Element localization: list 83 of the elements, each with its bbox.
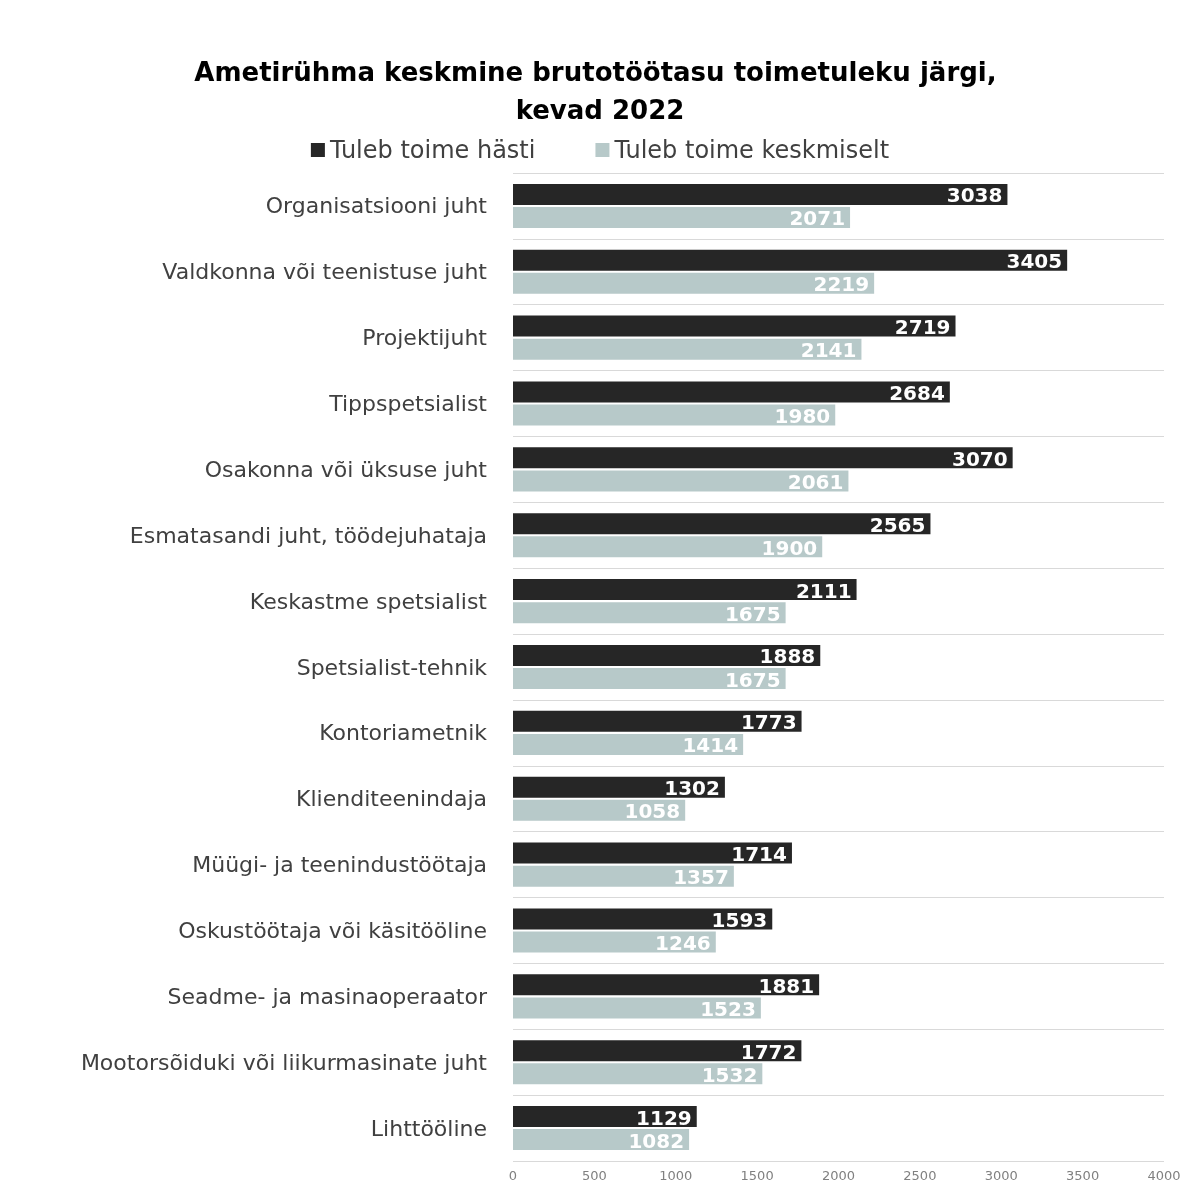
data-label: 1773: [740, 710, 797, 735]
data-label: 1082: [628, 1128, 685, 1153]
legend-label: Tuleb toime hästi: [328, 136, 536, 164]
x-tick-label: 3000: [984, 1168, 1018, 1183]
bar: [513, 974, 820, 996]
x-tick-label: 3500: [1066, 1168, 1100, 1183]
x-tick-label: 1000: [659, 1168, 693, 1183]
data-label: 2719: [894, 315, 951, 340]
y-tick-label: Osakonna või üksuse juht: [204, 456, 488, 482]
data-label: 1532: [701, 1062, 758, 1087]
data-label: 1058: [624, 799, 681, 824]
bar: [513, 447, 1013, 469]
data-label: 2071: [789, 206, 846, 231]
bar: [513, 668, 786, 690]
bar: [513, 513, 931, 535]
data-label: 1523: [700, 996, 756, 1021]
bar: [513, 536, 823, 558]
legend-label: Tuleb toime keskmiselt: [613, 136, 890, 164]
data-label: 1246: [655, 931, 711, 956]
y-tick-label: Oskustöötaja või käsitööline: [178, 917, 487, 943]
bar: [513, 579, 857, 601]
x-tick-label: 2000: [821, 1168, 856, 1183]
data-label: 1357: [673, 865, 729, 890]
data-label: 1414: [682, 733, 739, 758]
bar: [513, 1040, 802, 1062]
chart-title: Ametirühma keskmine brutotöötasu toimetuleku järgi, kevad 2022: [194, 57, 1006, 125]
bar: [513, 865, 734, 887]
y-tick-label: Mootorsõiduki või liikurmasinate juht: [80, 1049, 488, 1075]
bar: [513, 315, 956, 337]
data-label: 2061: [787, 469, 844, 494]
x-tick-label: 0: [508, 1168, 518, 1183]
bar: [513, 733, 744, 755]
y-tick-label: Klienditeenindaja: [296, 786, 487, 812]
y-tick-label: Projektijuht: [362, 325, 488, 351]
x-tick-label: 4000: [1147, 1168, 1181, 1183]
x-tick-label: 500: [581, 1168, 607, 1183]
data-label: 1980: [774, 404, 831, 429]
bar: [513, 710, 802, 732]
y-tick-label: Valdkonna või teenistuse juht: [162, 259, 488, 285]
y-tick-label: Lihttööline: [370, 1115, 487, 1141]
data-label: 3038: [946, 183, 1003, 208]
bar: [513, 776, 725, 798]
y-tick-label: Tippspetsialist: [328, 391, 488, 417]
bar: [513, 183, 1008, 205]
data-label: 3405: [1006, 249, 1063, 274]
data-label: 2565: [869, 512, 926, 537]
data-label: 1675: [724, 601, 781, 626]
y-tick-label: Organisatsiooni juht: [265, 193, 488, 219]
data-label: 1675: [724, 667, 781, 692]
bar: [513, 249, 1068, 271]
bar: [513, 602, 786, 624]
bar: [513, 842, 792, 864]
data-label: 1714: [731, 842, 787, 867]
data-label: 2684: [889, 380, 945, 405]
x-tick-label: 1500: [740, 1168, 774, 1183]
bar: [513, 381, 950, 403]
bar: [513, 908, 773, 930]
data-label: 2111: [795, 578, 852, 603]
bar: [513, 404, 836, 426]
y-tick-label: Seadme- ja masinaoperaator: [167, 983, 488, 1009]
data-label: 3070: [951, 446, 1008, 471]
data-label: 1129: [636, 1105, 692, 1130]
data-label: 1593: [711, 907, 768, 932]
y-tick-label: Müügi- ja teenindustöötaja: [192, 852, 487, 878]
bar: [513, 1063, 763, 1085]
bar: [513, 338, 862, 360]
data-label: 2141: [800, 338, 857, 363]
y-tick-label: Keskastme spetsialist: [249, 588, 488, 614]
bar: [513, 997, 761, 1019]
bar: [513, 470, 849, 492]
y-tick-label: Spetsialist-tehnik: [296, 654, 488, 680]
bar: [513, 206, 851, 228]
bar: [513, 272, 875, 294]
data-label: 1302: [664, 776, 720, 801]
data-label: 1900: [761, 535, 818, 560]
data-label: 1772: [740, 1039, 797, 1064]
data-label: 1881: [758, 973, 815, 998]
data-label: 2219: [813, 272, 870, 297]
data-label: 1888: [759, 644, 816, 669]
y-tick-label: Esmatasandi juht, töödejuhataja: [129, 522, 487, 548]
bar: [513, 644, 821, 666]
y-tick-label: Kontoriametnik: [319, 720, 488, 746]
x-tick-label: 2500: [903, 1168, 937, 1183]
